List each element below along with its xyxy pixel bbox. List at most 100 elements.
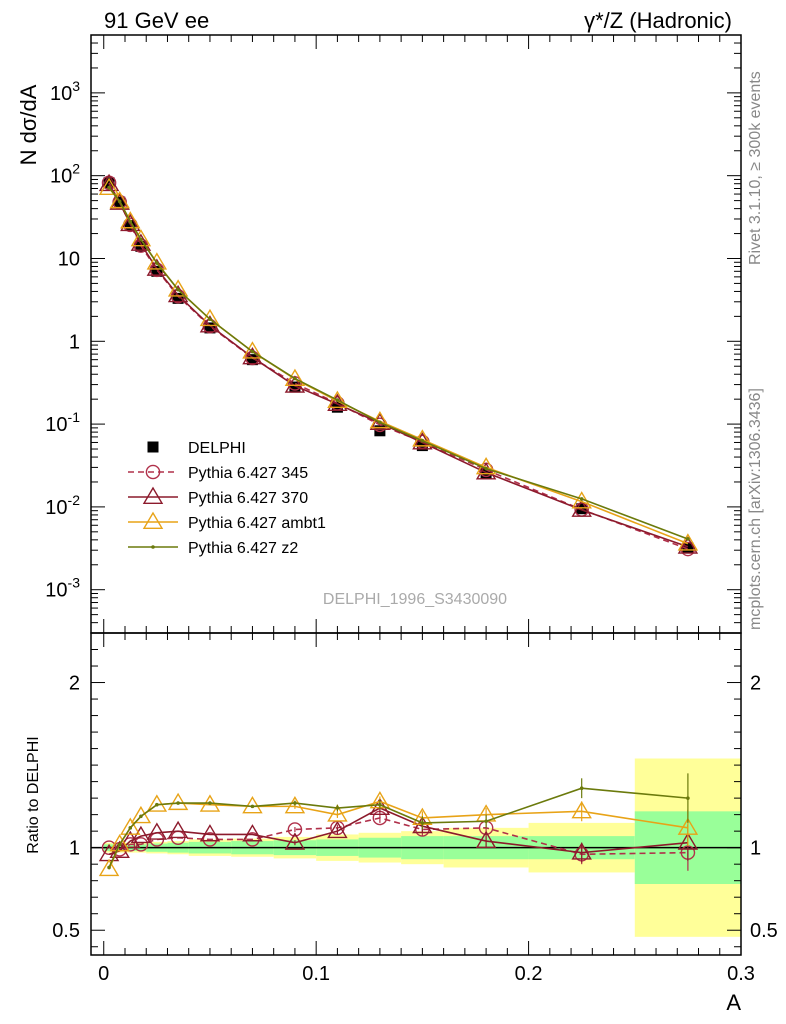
ratio-point-3 bbox=[335, 806, 340, 810]
legend-item-2: Pythia 6.427 ambt1 bbox=[128, 511, 326, 532]
ratio-point-2 bbox=[109, 833, 130, 852]
series-point-3 bbox=[128, 219, 133, 224]
main-ytick-label: 10-3 bbox=[45, 575, 80, 602]
series-point-1 bbox=[130, 233, 152, 251]
ratio-point-3 bbox=[484, 819, 488, 824]
main-ytick-label: 10-1 bbox=[45, 409, 80, 436]
main-ytick-label: 102 bbox=[50, 161, 80, 188]
main-ytick-exp: 2 bbox=[72, 161, 80, 177]
main-ytick-base: 10 bbox=[50, 166, 72, 188]
ratio-point-3 bbox=[686, 796, 690, 800]
ratio-xtick-label: 0 bbox=[98, 963, 109, 985]
ratio-point-2 bbox=[284, 796, 306, 814]
ratio-ytick-label-right: 1 bbox=[750, 838, 761, 860]
data-point-delphi bbox=[204, 322, 216, 334]
ratio-point-1 bbox=[677, 832, 699, 850]
legend-marker-1 bbox=[142, 486, 164, 504]
main-ytick-exp: 3 bbox=[72, 78, 80, 94]
ratio-panel: 0 0.1 0.2 0.3 0.5 0.5 1 1 2 2 bbox=[52, 632, 778, 985]
main-ytick-exp: -2 bbox=[68, 492, 81, 508]
legend-label-1: Pythia 6.427 370 bbox=[188, 490, 308, 507]
legend-marker-0 bbox=[145, 464, 161, 480]
series-point-2 bbox=[242, 341, 263, 359]
series-point-3 bbox=[176, 287, 180, 292]
main-ylabel: N dσ/dA bbox=[16, 84, 41, 165]
main-ytick-base: 10 bbox=[58, 248, 80, 270]
ratio-frame bbox=[90, 632, 742, 956]
series-point-2 bbox=[120, 211, 141, 229]
ratio-point-0 bbox=[133, 837, 149, 852]
main-ytick-exp: -3 bbox=[68, 575, 81, 591]
ratio-xtick-label: 0.3 bbox=[727, 963, 755, 985]
ratio-point-2 bbox=[167, 792, 189, 811]
main-ytick-label: 10-2 bbox=[45, 492, 80, 519]
ratio-xlabel: A bbox=[726, 990, 741, 1015]
ratio-point-2 bbox=[242, 796, 263, 814]
ratio-point-2 bbox=[120, 817, 141, 835]
ratio-point-3 bbox=[579, 786, 584, 791]
series-point-1 bbox=[475, 462, 497, 480]
series-line-3 bbox=[108, 187, 689, 540]
series-point-2 bbox=[284, 368, 306, 387]
series-point-2 bbox=[109, 190, 130, 209]
legend: DELPHI Pythia 6.427 345 Pythia 6.427 370 Py… bbox=[128, 440, 326, 557]
ratio-point-3 bbox=[293, 801, 297, 805]
ratio-xtick-label: 0.1 bbox=[302, 963, 330, 985]
ratio-ylabel: Ratio to DELPHI bbox=[25, 736, 42, 853]
ratio-point-1 bbox=[571, 842, 592, 860]
series-point-3 bbox=[335, 398, 340, 402]
main-ytick-label: 10 bbox=[58, 248, 80, 270]
series-point-1 bbox=[98, 173, 120, 192]
ratio-point-1 bbox=[327, 820, 348, 839]
series-point-2 bbox=[327, 390, 348, 409]
legend-item-data: DELPHI bbox=[147, 440, 246, 457]
legend-marker-2 bbox=[142, 511, 164, 529]
side-mcplots: mcplots.cern.ch [arXiv:1306.3436] bbox=[747, 388, 764, 630]
header-right: γ*/Z (Hadronic) bbox=[584, 8, 732, 33]
data-point-delphi bbox=[289, 381, 301, 393]
ratio-point-1 bbox=[199, 824, 221, 842]
ratio-ytick-label-right: 2 bbox=[750, 673, 761, 695]
ratio-point-3 bbox=[128, 826, 133, 830]
series-point-3 bbox=[155, 261, 159, 265]
data-point-delphi bbox=[682, 542, 694, 554]
series-point-1 bbox=[677, 536, 699, 554]
series-point-1 bbox=[369, 412, 391, 431]
series-point-3 bbox=[139, 237, 143, 242]
ratio-ytick-label: 1 bbox=[69, 838, 80, 860]
ratio-point-2 bbox=[98, 858, 120, 877]
series-point-3 bbox=[208, 317, 212, 321]
main-ytick-exp: -1 bbox=[68, 409, 81, 425]
ratio-point-2 bbox=[677, 817, 699, 835]
main-ytick-base: 10 bbox=[45, 580, 67, 602]
analysis-watermark: DELPHI_1996_S3430090 bbox=[323, 591, 507, 608]
ratio-point-1 bbox=[120, 830, 141, 849]
series-point-2 bbox=[167, 279, 189, 297]
ratio-point-3 bbox=[208, 801, 212, 805]
ratio-point-2 bbox=[146, 794, 168, 812]
legend-item-3: Pythia 6.427 z2 bbox=[128, 540, 298, 557]
series-point-3 bbox=[250, 349, 255, 354]
ratio-point-1 bbox=[242, 824, 263, 842]
main-ytick-base: 1 bbox=[69, 331, 80, 353]
series-point-3 bbox=[484, 466, 488, 471]
ratio-point-2 bbox=[327, 804, 348, 822]
series-point-2 bbox=[677, 533, 699, 551]
legend-item-0: Pythia 6.427 345 bbox=[128, 464, 308, 482]
series-point-3 bbox=[378, 420, 382, 425]
main-ytick-label: 1 bbox=[69, 331, 80, 353]
main-ytick-base: 10 bbox=[45, 414, 67, 436]
series-point-1 bbox=[284, 375, 306, 393]
ratio-point-1 bbox=[109, 840, 130, 858]
series-point-1 bbox=[120, 213, 141, 232]
legend-label-data: DELPHI bbox=[188, 440, 246, 457]
series-point-2 bbox=[98, 177, 120, 195]
ratio-point-0 bbox=[202, 832, 218, 847]
data-point-delphi bbox=[151, 265, 163, 277]
legend-label-0: Pythia 6.427 345 bbox=[188, 465, 308, 482]
legend-label-3: Pythia 6.427 z2 bbox=[188, 540, 298, 557]
ratio-line-0 bbox=[108, 817, 688, 856]
series-point-2 bbox=[130, 229, 152, 247]
